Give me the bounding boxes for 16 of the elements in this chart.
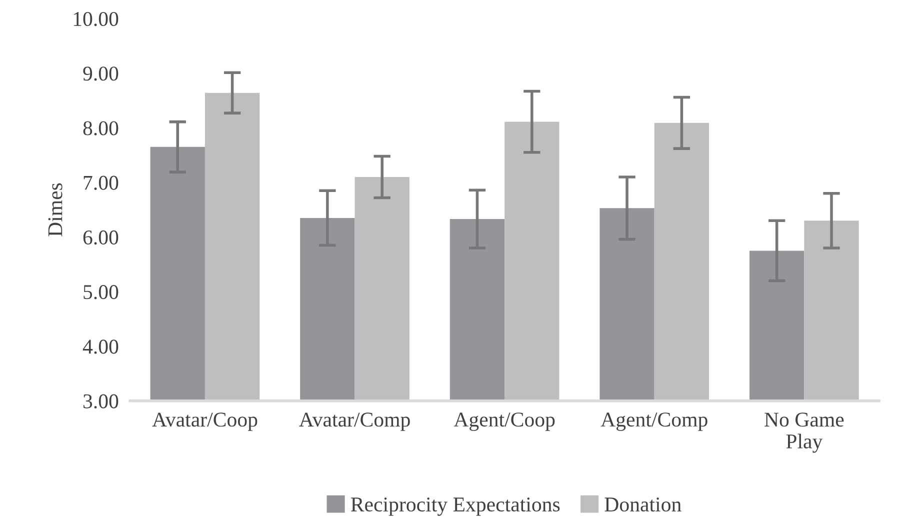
legend-label: Donation [604,498,682,512]
x-tick-label: Agent/Coop [454,412,555,431]
y-tick-label: 8.00 [83,121,118,136]
y-tick-label: 10.00 [74,12,118,26]
y-axis-title: Dimes [48,183,62,236]
x-tick-label: Agent/Comp [600,412,708,431]
y-tick-label: 3.00 [83,394,118,408]
y-tick-label: 6.00 [83,230,118,245]
y-tick-label: 7.00 [84,176,118,190]
x-tick-label: Avatar/Coop [152,412,258,431]
y-tick-label: 9.00 [83,66,118,81]
x-tick-label: No Game Play [764,412,844,453]
y-tick-label: 5.00 [84,285,118,300]
x-tick-label: Avatar/Comp [299,412,410,431]
legend-label: Reciprocity Expectations [350,498,560,516]
y-tick-label: 4.00 [82,340,118,354]
